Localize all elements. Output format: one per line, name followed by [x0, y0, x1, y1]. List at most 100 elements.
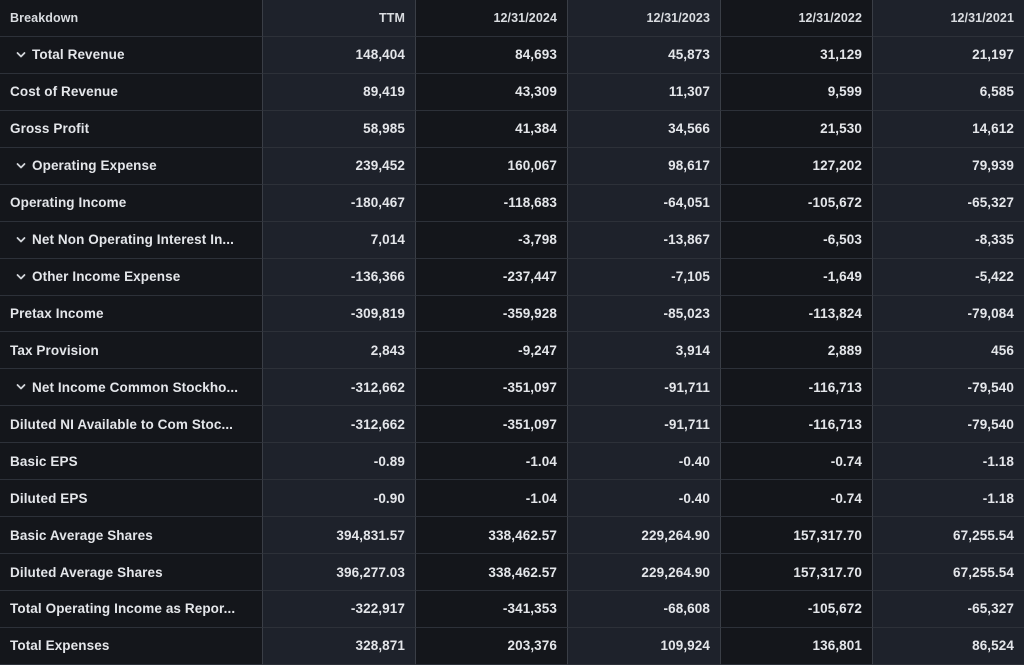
row-label: Basic Average Shares — [10, 527, 153, 543]
value-cell: 41,384 — [415, 110, 567, 148]
value-cell: -116,713 — [720, 369, 872, 407]
table-row: Operating Expense 239,452 160,067 98,617 127… — [0, 147, 1024, 185]
value-cell: -312,662 — [262, 369, 415, 407]
chevron-down-icon[interactable] — [16, 161, 26, 171]
value-cell: 7,014 — [262, 221, 415, 259]
chevron-down-icon[interactable] — [16, 382, 26, 392]
value-cell: 9,599 — [720, 73, 872, 111]
value-cell: 58,985 — [262, 110, 415, 148]
row-label: Cost of Revenue — [10, 84, 119, 100]
value-cell: 396,277.03 — [262, 554, 415, 591]
row-label: Diluted Average Shares — [10, 564, 163, 580]
value-cell: 3,914 — [567, 332, 720, 370]
value-cell: -6,503 — [720, 221, 872, 259]
row-label-cell: Basic Average Shares — [0, 517, 262, 555]
value-cell: 2,889 — [720, 332, 872, 370]
table-row: Diluted NI Available to Com Stoc... -312,… — [0, 406, 1024, 444]
row-label-cell[interactable]: Net Non Operating Interest In... — [0, 221, 262, 259]
value-cell: 14,612 — [872, 110, 1024, 148]
value-cell: 109,924 — [567, 627, 720, 665]
chevron-down-icon[interactable] — [16, 50, 26, 60]
chevron-down-icon[interactable] — [16, 235, 26, 245]
value-cell: -113,824 — [720, 295, 872, 333]
table-row: Diluted Average Shares 396,277.03 338,462.… — [0, 554, 1024, 591]
value-cell: -105,672 — [720, 184, 872, 222]
value-cell: -3,798 — [415, 221, 567, 259]
value-cell: -180,467 — [262, 184, 415, 222]
value-cell: 203,376 — [415, 627, 567, 665]
value-cell: 456 — [872, 332, 1024, 370]
header-breakdown: Breakdown — [0, 0, 262, 37]
value-cell: -237,447 — [415, 258, 567, 296]
chevron-down-icon[interactable] — [16, 272, 26, 282]
row-label-cell: Cost of Revenue — [0, 73, 262, 111]
table-row: Diluted EPS -0.90 -1.04 -0.40 -0.74 -1.18 — [0, 480, 1024, 518]
header-period: TTM — [262, 0, 415, 37]
value-cell: -68,608 — [567, 591, 720, 628]
value-cell: 338,462.57 — [415, 517, 567, 555]
row-label: Total Revenue — [32, 47, 125, 63]
row-label-cell[interactable]: Operating Expense — [0, 147, 262, 185]
value-cell: -0.74 — [720, 443, 872, 481]
table-row: Pretax Income -309,819 -359,928 -85,023 -113… — [0, 295, 1024, 333]
row-label: Basic EPS — [10, 453, 78, 469]
row-label-cell[interactable]: Total Revenue — [0, 36, 262, 74]
row-label: Pretax Income — [10, 305, 104, 321]
table-row: Basic EPS -0.89 -1.04 -0.40 -0.74 -1.18 — [0, 443, 1024, 481]
header-period: 12/31/2021 — [872, 0, 1024, 37]
value-cell: 157,317.70 — [720, 554, 872, 591]
row-label-cell[interactable]: Other Income Expense — [0, 258, 262, 296]
value-cell: 21,197 — [872, 36, 1024, 74]
value-cell: 67,255.54 — [872, 554, 1024, 591]
value-cell: -85,023 — [567, 295, 720, 333]
value-cell: -0.40 — [567, 443, 720, 481]
value-cell: 21,530 — [720, 110, 872, 148]
value-cell: 229,264.90 — [567, 554, 720, 591]
value-cell: -1.04 — [415, 443, 567, 481]
value-cell: 11,307 — [567, 73, 720, 111]
value-cell: -79,084 — [872, 295, 1024, 333]
value-cell: 43,309 — [415, 73, 567, 111]
value-cell: -9,247 — [415, 332, 567, 370]
value-cell: -359,928 — [415, 295, 567, 333]
table-row: Net Non Operating Interest In... 7,014 -3,… — [0, 221, 1024, 259]
value-cell: 157,317.70 — [720, 517, 872, 555]
table-row: Basic Average Shares 394,831.57 338,462.57… — [0, 517, 1024, 555]
value-cell: -1,649 — [720, 258, 872, 296]
value-cell: 239,452 — [262, 147, 415, 185]
value-cell: 338,462.57 — [415, 554, 567, 591]
value-cell: -105,672 — [720, 591, 872, 628]
header-period: 12/31/2022 — [720, 0, 872, 37]
row-label-cell[interactable]: Net Income Common Stockho... — [0, 369, 262, 407]
header-period: 12/31/2023 — [567, 0, 720, 37]
value-cell: 127,202 — [720, 147, 872, 185]
value-cell: -351,097 — [415, 369, 567, 407]
value-cell: -351,097 — [415, 406, 567, 444]
table-row: Gross Profit 58,985 41,384 34,566 21,530 14,6… — [0, 110, 1024, 148]
value-cell: -0.89 — [262, 443, 415, 481]
value-cell: -0.40 — [567, 480, 720, 518]
value-cell: -1.18 — [872, 443, 1024, 481]
row-label: Gross Profit — [10, 121, 90, 137]
value-cell: -7,105 — [567, 258, 720, 296]
value-cell: 84,693 — [415, 36, 567, 74]
value-cell: 45,873 — [567, 36, 720, 74]
row-label: Net Income Common Stockho... — [32, 379, 239, 395]
value-cell: 67,255.54 — [872, 517, 1024, 555]
row-label: Operating Income — [10, 195, 127, 211]
row-label: Tax Provision — [10, 342, 99, 358]
table-row: Operating Income -180,467 -118,683 -64,051-… — [0, 184, 1024, 222]
value-cell: 394,831.57 — [262, 517, 415, 555]
table-row: Total Revenue 148,404 84,693 45,873 31,129 21… — [0, 36, 1024, 74]
table-row: Total Operating Income as Repor... -322,9… — [0, 591, 1024, 628]
row-label-cell: Total Expenses — [0, 627, 262, 665]
value-cell: -0.90 — [262, 480, 415, 518]
value-cell: 86,524 — [872, 627, 1024, 665]
value-cell: -65,327 — [872, 591, 1024, 628]
value-cell: 229,264.90 — [567, 517, 720, 555]
row-label: Diluted EPS — [10, 490, 88, 506]
row-label: Total Operating Income as Repor... — [10, 601, 236, 617]
value-cell: -91,711 — [567, 406, 720, 444]
row-label: Diluted NI Available to Com Stoc... — [10, 416, 234, 432]
table-row: Total Expenses 328,871 203,376 109,924 136,8… — [0, 627, 1024, 665]
